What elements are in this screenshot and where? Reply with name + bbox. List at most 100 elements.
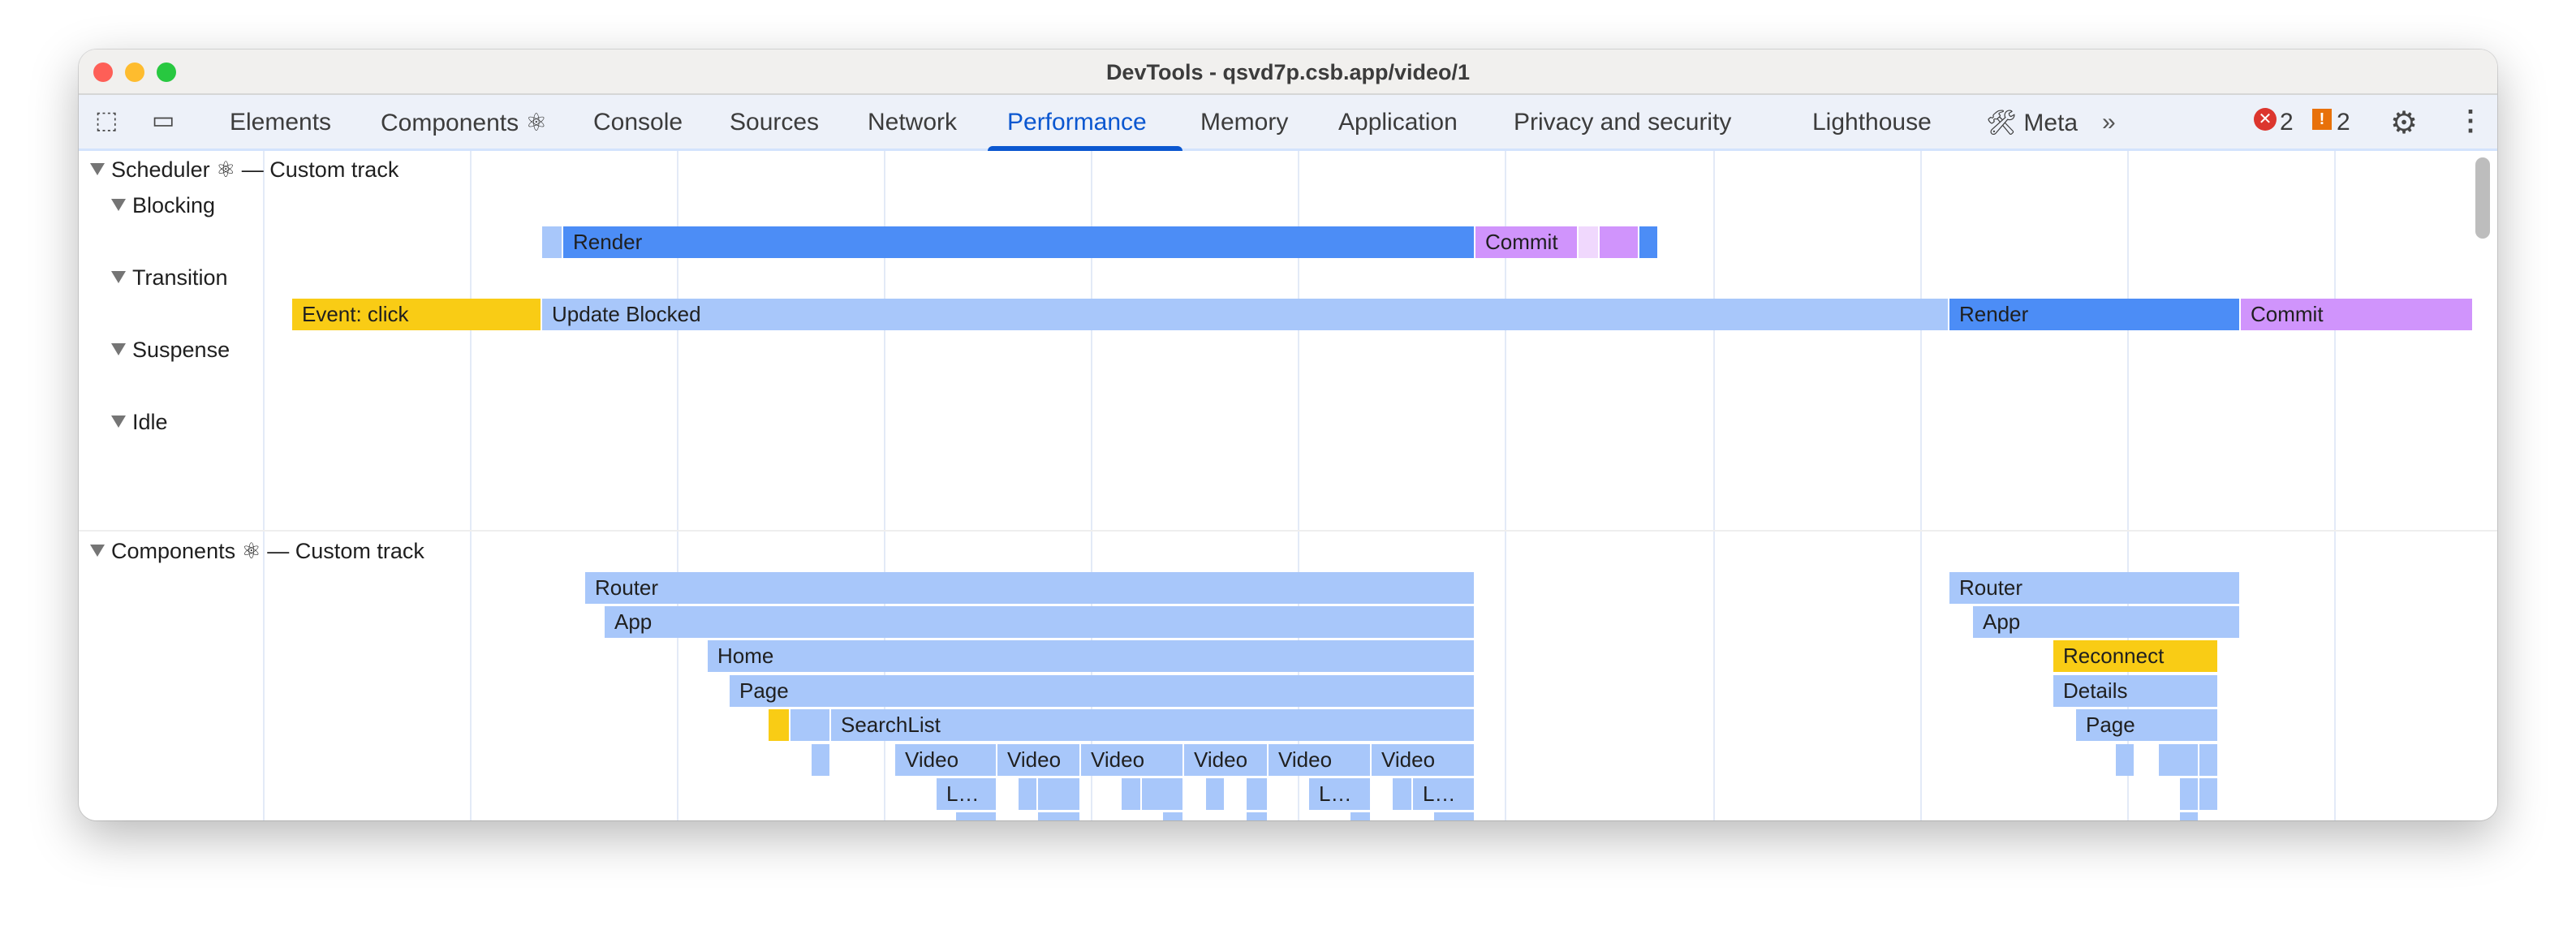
error-icon[interactable]: ✕ — [2254, 108, 2277, 131]
devtools-toolbar: ⬚ ▭ Elements Components ⚛ Console Sources Ne… — [79, 95, 2497, 151]
close-window-button[interactable] — [93, 62, 113, 82]
components-bar[interactable] — [1206, 778, 1226, 810]
blocking-bar[interactable] — [542, 226, 563, 258]
tab-application[interactable]: Application — [1338, 109, 1458, 136]
components-bar[interactable]: Home — [708, 640, 1475, 672]
components-bar[interactable]: Page — [730, 675, 1475, 707]
components-bar[interactable]: App — [1973, 606, 2241, 638]
components-bar[interactable] — [1122, 778, 1142, 810]
transition-bar[interactable]: Update Blocked — [542, 299, 1949, 330]
components-bar[interactable]: L… — [1309, 778, 1372, 810]
lane-blocking[interactable]: Blocking — [111, 193, 215, 218]
lane-transition[interactable]: Transition — [111, 265, 228, 291]
error-count[interactable]: 2 — [2280, 109, 2294, 136]
components-bar[interactable] — [2180, 778, 2199, 810]
devtools-window: DevTools - qsvd7p.csb.app/video/1 ⬚ ▭ El… — [79, 50, 2497, 820]
components-bar[interactable] — [1434, 812, 1475, 820]
collapse-triangle-icon — [111, 343, 126, 355]
components-bar[interactable] — [2199, 744, 2219, 776]
tab-elements[interactable]: Elements — [230, 109, 332, 136]
components-bar[interactable] — [1163, 812, 1184, 820]
lane-idle[interactable]: Idle — [111, 410, 168, 435]
active-tab-indicator — [988, 146, 1182, 151]
settings-gear-icon[interactable]: ⚙ — [2390, 106, 2419, 140]
lane-suspense[interactable]: Suspense — [111, 338, 230, 363]
blocking-bar[interactable]: Commit — [1475, 226, 1579, 258]
components-bar[interactable] — [1247, 778, 1269, 810]
components-bar[interactable] — [790, 709, 831, 741]
blocking-bar[interactable]: Render — [563, 226, 1475, 258]
zoom-window-button[interactable] — [157, 62, 176, 82]
lane-label: Suspense — [132, 338, 230, 362]
components-bar[interactable]: Video — [1081, 744, 1184, 776]
components-bar[interactable] — [1038, 812, 1081, 820]
tab-lighthouse[interactable]: Lighthouse — [1812, 109, 1932, 136]
performance-timeline[interactable]: Scheduler ⚛ — Custom track Blocking Tran… — [79, 151, 2497, 820]
components-bar[interactable]: Router — [1949, 572, 2241, 604]
collapse-triangle-icon — [111, 415, 126, 428]
grid-line — [884, 151, 885, 820]
tab-console[interactable]: Console — [593, 109, 683, 136]
components-bar[interactable]: App — [605, 606, 1475, 638]
transition-bar[interactable]: Event: click — [292, 299, 542, 330]
components-bar[interactable] — [812, 744, 831, 776]
grid-line — [1505, 151, 1506, 820]
scheduler-track-header[interactable]: Scheduler ⚛ — Custom track — [90, 157, 398, 183]
components-bar[interactable]: Video — [997, 744, 1081, 776]
tab-performance[interactable]: Performance — [1007, 109, 1147, 136]
collapse-triangle-icon — [90, 163, 105, 175]
minimize-window-button[interactable] — [125, 62, 144, 82]
components-bar[interactable]: Video — [1184, 744, 1269, 776]
components-bar[interactable]: Video — [1269, 744, 1372, 776]
warning-count[interactable]: 2 — [2337, 109, 2350, 136]
transition-bar[interactable]: Render — [1949, 299, 2241, 330]
components-bar[interactable] — [2199, 778, 2219, 810]
device-toolbar-icon[interactable]: ▭ — [152, 107, 175, 134]
grid-line — [677, 151, 678, 820]
components-bar[interactable] — [1393, 778, 1413, 810]
components-bar[interactable] — [1142, 778, 1184, 810]
warning-icon[interactable]: ! — [2312, 109, 2332, 130]
components-bar[interactable] — [2116, 744, 2135, 776]
blocking-bar[interactable] — [1579, 226, 1600, 258]
components-bar[interactable]: Video — [1372, 744, 1475, 776]
track-divider — [79, 530, 2497, 532]
components-bar[interactable] — [1038, 778, 1081, 810]
components-bar[interactable] — [1019, 778, 1038, 810]
components-bar[interactable]: SearchList — [831, 709, 1475, 741]
transition-bar[interactable]: Commit — [2241, 299, 2474, 330]
components-bar[interactable]: L… — [1413, 778, 1475, 810]
components-bar[interactable]: Details — [2053, 675, 2219, 707]
components-bar[interactable]: Page — [2076, 709, 2219, 741]
components-bar[interactable] — [2180, 812, 2199, 820]
window-title: DevTools - qsvd7p.csb.app/video/1 — [1105, 60, 1471, 84]
tab-memory[interactable]: Memory — [1200, 109, 1289, 136]
blocking-bar[interactable] — [1639, 226, 1659, 258]
tab-sources[interactable]: Sources — [730, 109, 820, 136]
components-bar[interactable] — [1247, 812, 1269, 820]
collapse-triangle-icon — [90, 545, 105, 557]
blocking-bar[interactable] — [1600, 226, 1639, 258]
components-bar[interactable]: L… — [937, 778, 997, 810]
tab-meta[interactable]: 🛠 Meta — [1986, 110, 2078, 136]
components-bar[interactable] — [2159, 744, 2199, 776]
components-bar[interactable] — [1350, 812, 1372, 820]
inspect-element-icon[interactable]: ⬚ — [95, 107, 118, 134]
components-bar[interactable]: Video — [895, 744, 997, 776]
grid-line — [2127, 151, 2129, 820]
components-track-header[interactable]: Components ⚛ — Custom track — [90, 539, 424, 564]
tab-privacy-and-security[interactable]: Privacy and security — [1514, 109, 1732, 136]
components-bar[interactable] — [769, 709, 790, 741]
grid-line — [263, 151, 265, 820]
components-bar[interactable] — [956, 812, 997, 820]
components-bar[interactable]: Router — [585, 572, 1475, 604]
title-bar: DevTools - qsvd7p.csb.app/video/1 — [79, 50, 2497, 95]
more-tabs-icon[interactable]: » — [2102, 109, 2116, 136]
kebab-menu-icon[interactable]: ⋮ — [2457, 105, 2484, 136]
tab-components[interactable]: Components ⚛ — [381, 110, 548, 136]
components-bar[interactable]: Reconnect — [2053, 640, 2219, 672]
tab-network[interactable]: Network — [868, 109, 958, 136]
lane-label: Idle — [132, 410, 168, 434]
vertical-scrollbar[interactable] — [2475, 157, 2490, 239]
collapse-triangle-icon — [111, 271, 126, 283]
